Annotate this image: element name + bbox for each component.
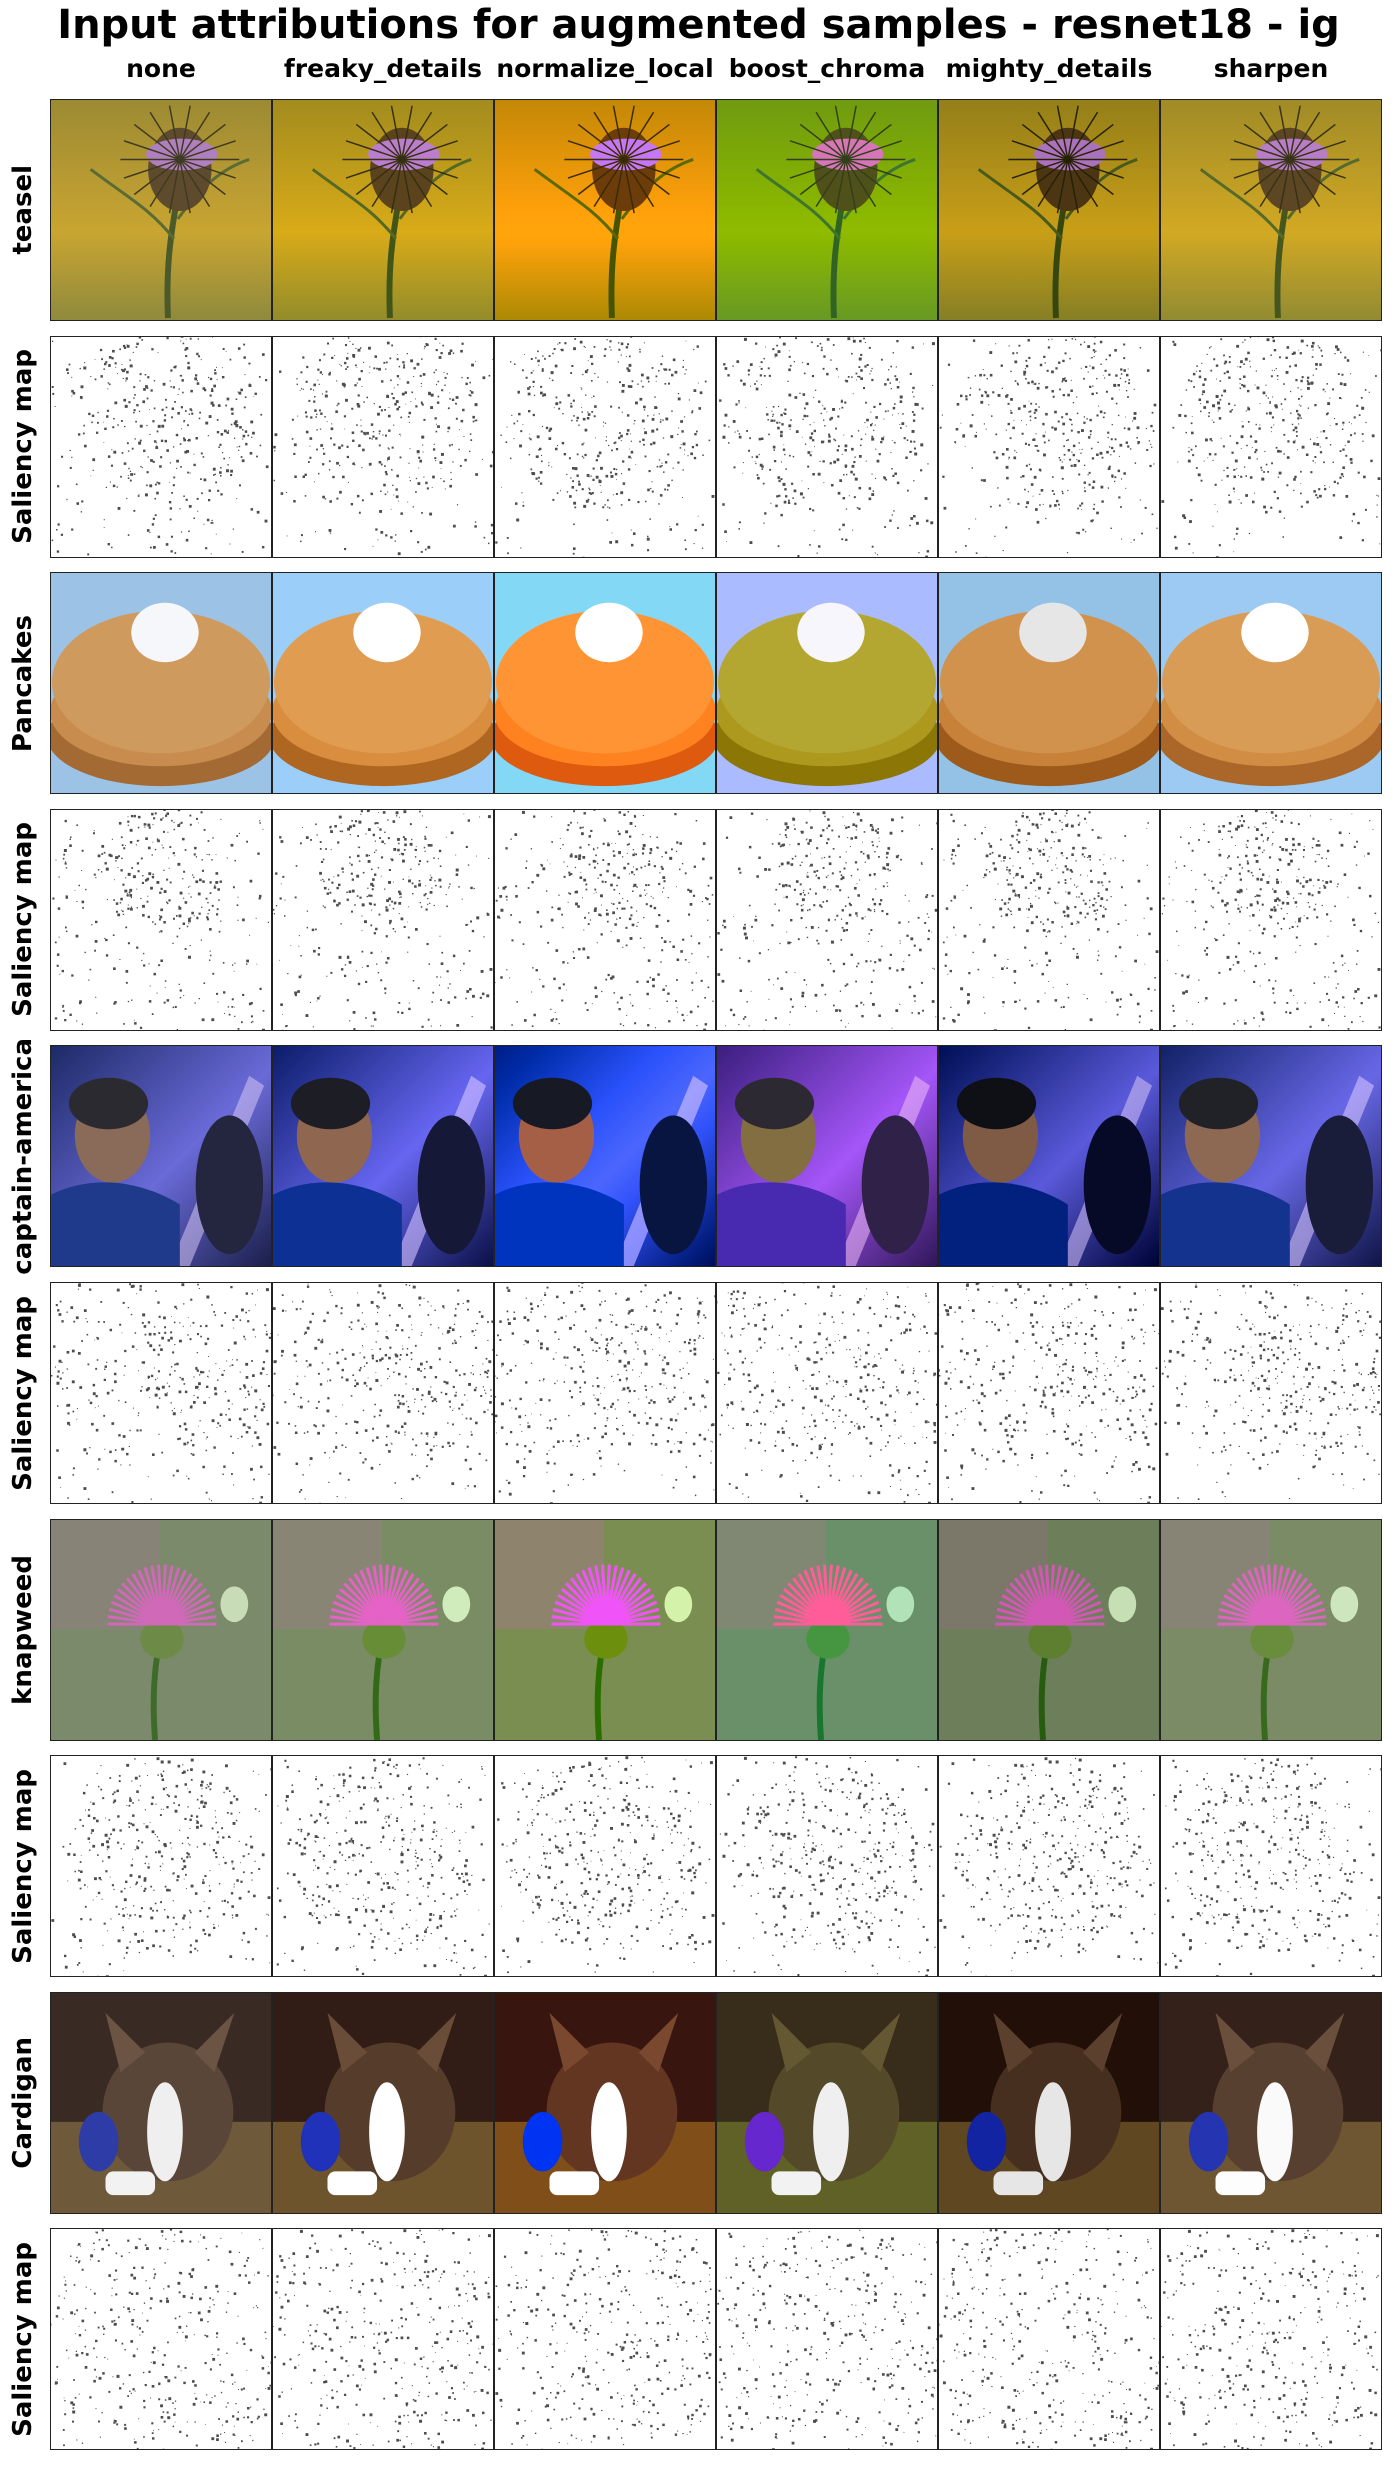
- sample-image: [494, 572, 716, 795]
- figure-title: Input attributions for augmented samples…: [57, 2, 1340, 48]
- saliency-map-image: [272, 335, 494, 558]
- saliency-map-image: [272, 1755, 494, 1978]
- saliency-map-image: [1160, 335, 1382, 558]
- saliency-map-image: [494, 808, 716, 1031]
- sample-image: [1160, 1045, 1382, 1268]
- row-label: Saliency map: [4, 809, 42, 1031]
- column-header-boost-chroma: boost_chroma: [728, 54, 926, 83]
- saliency-map-image: [1160, 1755, 1382, 1978]
- saliency-map-image: [938, 2228, 1160, 2451]
- sample-image: [938, 99, 1160, 321]
- sample-image: [50, 1518, 272, 1741]
- sample-image: [272, 1045, 494, 1268]
- sample-image: [50, 1045, 272, 1268]
- sample-image: [50, 1991, 272, 2214]
- sample-image: [1160, 1991, 1382, 2214]
- saliency-map-image: [50, 1755, 272, 1978]
- row-label-text: teasel: [8, 165, 38, 255]
- saliency-map-image: [1160, 1282, 1382, 1504]
- sample-image: [716, 1518, 938, 1741]
- column-header-normalize-local: normalize_local: [496, 54, 714, 83]
- saliency-map-image: [1160, 808, 1382, 1031]
- saliency-map-image: [938, 1755, 1160, 1978]
- saliency-map-image: [494, 1755, 716, 1978]
- saliency-map-image: [938, 335, 1160, 558]
- column-header-freaky-details: freaky_details: [283, 54, 483, 83]
- saliency-map-image: [1160, 2228, 1382, 2451]
- sample-image: [1160, 572, 1382, 795]
- saliency-map-image: [938, 808, 1160, 1031]
- row-label: Saliency map: [4, 1755, 42, 1977]
- sample-image: [494, 1991, 716, 2214]
- row-label-text: Saliency map: [8, 1295, 38, 1491]
- row-label: knapweed: [4, 1519, 42, 1741]
- sample-image: [494, 99, 716, 321]
- sample-image: [272, 1991, 494, 2214]
- row-label: Saliency map: [4, 2228, 42, 2450]
- saliency-map-image: [716, 2228, 938, 2451]
- column-header-sharpen: sharpen: [1213, 54, 1329, 83]
- sample-image: [938, 1991, 1160, 2214]
- sample-image: [716, 99, 938, 321]
- saliency-map-image: [716, 808, 938, 1031]
- row-label-text: knapweed: [8, 1554, 38, 1705]
- saliency-map-image: [272, 808, 494, 1031]
- sample-image: [938, 1045, 1160, 1268]
- row-label: teasel: [4, 99, 42, 321]
- sample-image: [938, 572, 1160, 795]
- column-header-mighty-details: mighty_details: [945, 54, 1153, 83]
- sample-image: [272, 99, 494, 321]
- sample-image: [494, 1045, 716, 1268]
- saliency-map-image: [50, 808, 272, 1031]
- sample-image: [716, 1991, 938, 2214]
- saliency-map-image: [716, 1755, 938, 1978]
- saliency-map-image: [494, 335, 716, 558]
- sample-image: [1160, 99, 1382, 321]
- saliency-map-image: [716, 1282, 938, 1504]
- saliency-map-image: [50, 1282, 272, 1504]
- saliency-map-image: [50, 2228, 272, 2451]
- row-label-text: Pancakes: [8, 614, 38, 752]
- sample-image: [272, 1518, 494, 1741]
- row-label-text: Saliency map: [8, 2241, 38, 2437]
- sample-image: [50, 99, 272, 321]
- sample-image: [716, 572, 938, 795]
- column-header-none: none: [126, 54, 196, 83]
- sample-image: [716, 1045, 938, 1268]
- row-label: Cardigan: [4, 1992, 42, 2214]
- sample-image: [494, 1518, 716, 1741]
- row-label-text: Cardigan: [8, 2036, 38, 2169]
- row-label-text: Saliency map: [8, 349, 38, 545]
- row-label-text: Saliency map: [8, 822, 38, 1018]
- row-label: captain-america: [4, 1038, 42, 1275]
- row-label: Saliency map: [4, 336, 42, 558]
- saliency-map-image: [50, 335, 272, 558]
- saliency-map-image: [494, 1282, 716, 1504]
- sample-image: [1160, 1518, 1382, 1741]
- sample-image: [50, 572, 272, 795]
- saliency-map-image: [272, 2228, 494, 2451]
- saliency-map-image: [938, 1282, 1160, 1504]
- saliency-map-image: [272, 1282, 494, 1504]
- row-label: Saliency map: [4, 1282, 42, 1504]
- saliency-map-image: [716, 335, 938, 558]
- row-label-text: captain-america: [8, 1038, 38, 1275]
- saliency-map-image: [494, 2228, 716, 2451]
- sample-image: [938, 1518, 1160, 1741]
- row-label-text: Saliency map: [8, 1768, 38, 1964]
- row-label: Pancakes: [4, 572, 42, 794]
- sample-image: [272, 572, 494, 795]
